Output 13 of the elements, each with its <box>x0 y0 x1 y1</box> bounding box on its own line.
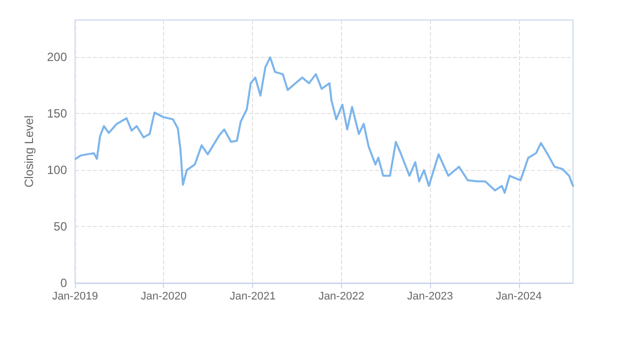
x-tick-label: Jan-2019 <box>52 290 98 302</box>
x-tick-label: Jan-2023 <box>407 290 454 302</box>
y-tick-label: 0 <box>60 276 68 290</box>
x-tick-label: Jan-2024 <box>496 290 542 302</box>
y-tick-label: 50 <box>54 220 68 234</box>
y-tick-label: 150 <box>46 106 68 121</box>
y-tick-label: 100 <box>46 163 68 178</box>
x-tick-label: Jan-2021 <box>230 290 276 302</box>
x-tick-label: Jan-2020 <box>140 290 187 302</box>
y-axis-title: Closing Level <box>22 115 36 188</box>
x-tick-label: Jan-2022 <box>318 290 364 302</box>
y-tick-label: 200 <box>46 50 68 64</box>
line-series <box>74 56 574 194</box>
